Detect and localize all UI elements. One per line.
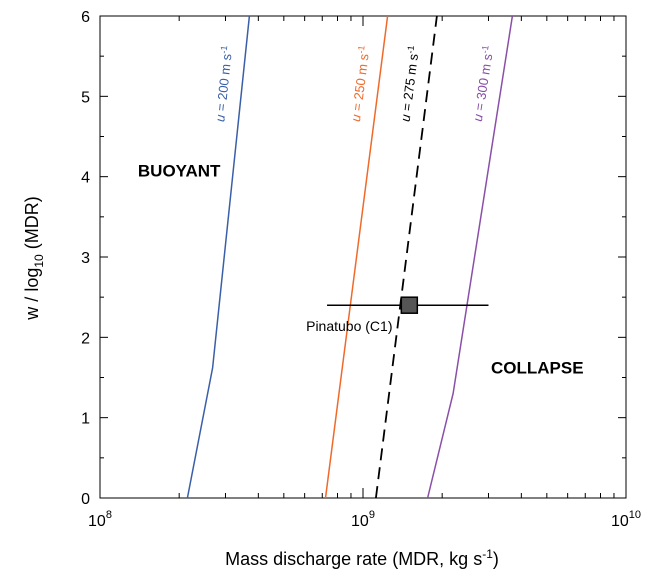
series-label-3: u = 300 m s-1 xyxy=(469,45,497,123)
series-label-sup: -1 xyxy=(219,45,230,54)
series-label-var: u xyxy=(470,113,486,122)
series-lines xyxy=(186,15,514,499)
y-tick-label: 4 xyxy=(81,170,90,187)
region-label-0: BUOYANT xyxy=(138,162,221,181)
y-tick-label: 3 xyxy=(81,250,90,267)
series-label-0: u = 200 m s-1 xyxy=(211,45,235,123)
series-label-sup: -1 xyxy=(356,45,367,54)
x-tick-label: 109 xyxy=(351,509,375,530)
annotations: BUOYANT COLLAPSE xyxy=(138,162,584,378)
x-tick-exp: 9 xyxy=(369,509,375,521)
series-label-text: = 250 m s xyxy=(349,52,372,115)
x-tick-label: 1010 xyxy=(611,509,641,530)
series-label-var: u xyxy=(348,113,364,122)
series-label-sup: -1 xyxy=(480,45,491,54)
point-marker xyxy=(400,296,419,314)
series-label-text: = 300 m s xyxy=(471,52,495,115)
data-point: Pinatubo (C1) xyxy=(306,296,489,334)
region-label-1: COLLAPSE xyxy=(491,358,584,377)
series-labels: u = 200 m s-1u = 250 m s-1u = 275 m s-1u… xyxy=(211,45,497,123)
y-axis-title-sub: 10 xyxy=(32,254,46,268)
series-label-sup: -1 xyxy=(405,45,416,54)
y-tick-label: 0 xyxy=(81,491,90,508)
series-label-2: u = 275 m s-1 xyxy=(397,45,422,123)
series-line-3 xyxy=(426,15,514,499)
series-label-var: u xyxy=(212,114,228,123)
series-label-1: u = 250 m s-1 xyxy=(347,45,373,123)
y-axis-title: w / log10 (MDR) xyxy=(22,196,46,320)
y-tick-label: 1 xyxy=(81,411,90,428)
x-tick-base: 10 xyxy=(88,513,106,530)
x-axis-title-end: ) xyxy=(493,549,499,569)
y-tick-label: 6 xyxy=(81,9,90,26)
x-tick-exp: 10 xyxy=(629,509,641,521)
point-label: Pinatubo (C1) xyxy=(306,318,392,334)
series-label-var: u xyxy=(398,113,414,122)
y-tick-label: 2 xyxy=(81,330,90,347)
series-line-1 xyxy=(324,15,389,499)
y-tick-label: 5 xyxy=(81,89,90,106)
y-axis-title-end: (MDR) xyxy=(22,196,42,254)
x-axis-title-main: Mass discharge rate (MDR, kg s xyxy=(225,549,482,569)
y-axis-title-main: w / log xyxy=(22,268,42,321)
x-axis-title-sup: -1 xyxy=(482,547,493,561)
x-axis-title: Mass discharge rate (MDR, kg s-1) xyxy=(225,547,499,569)
series-line-2 xyxy=(375,15,438,499)
x-tick-base: 10 xyxy=(611,513,629,530)
series-label-text: = 200 m s xyxy=(213,53,234,116)
x-tick-base: 10 xyxy=(351,513,369,530)
x-tick-exp: 8 xyxy=(106,509,112,521)
series-label-text: = 275 m s xyxy=(398,52,421,115)
series-line-0 xyxy=(186,15,251,499)
x-tick-label: 108 xyxy=(88,509,112,530)
